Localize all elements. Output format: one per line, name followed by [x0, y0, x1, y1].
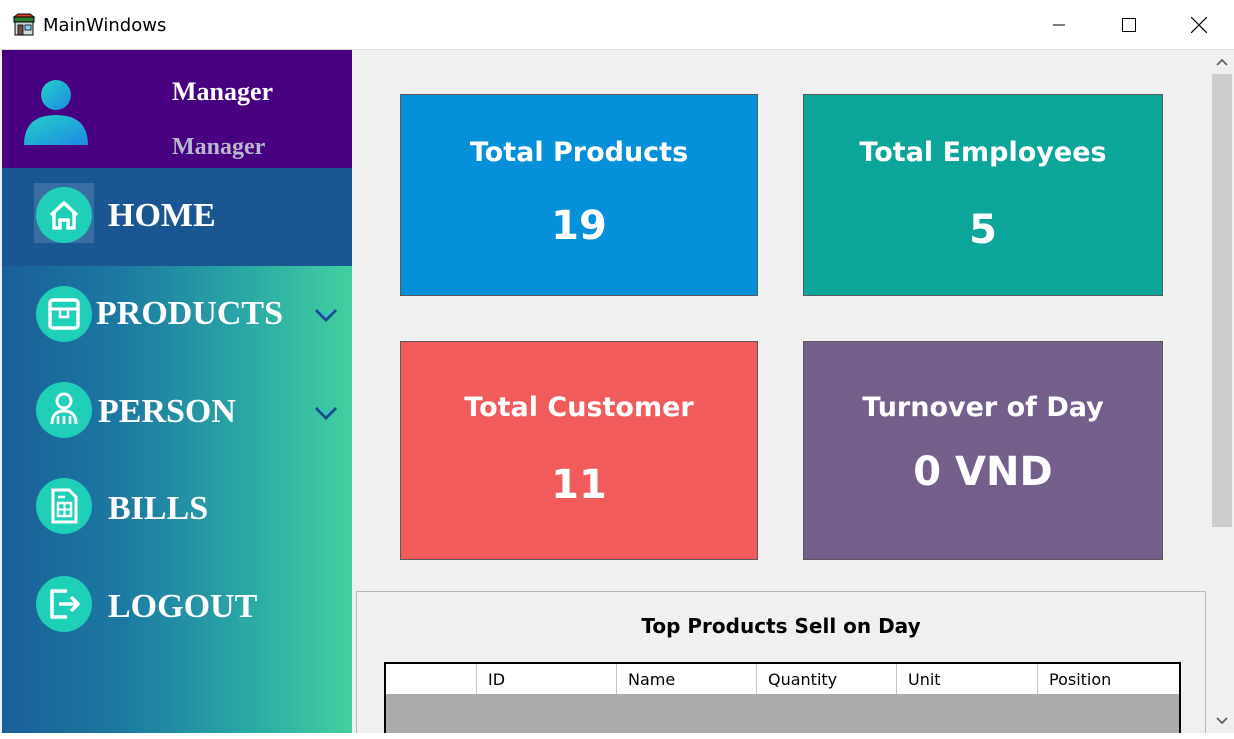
chevron-down-icon	[1216, 717, 1228, 725]
sidebar-item-person[interactable]: PERSON	[2, 363, 352, 461]
scroll-down-button[interactable]	[1210, 709, 1234, 733]
sidebar-item-products[interactable]: PRODUCTS	[2, 266, 352, 364]
user-avatar-icon	[24, 80, 88, 145]
total-products-title: Total Products	[469, 137, 689, 168]
sidebar-item-person-label: PERSON	[98, 393, 236, 430]
home-icon	[36, 187, 92, 243]
total-products-value: 19	[551, 203, 607, 249]
total-customer-card: Total Customer 11	[400, 341, 758, 560]
close-icon	[1191, 17, 1207, 33]
chevron-up-icon	[1216, 58, 1228, 66]
turnover-of-day-card: Turnover of Day 0 VND	[803, 341, 1163, 560]
dashboard-main: Total Products 19 Total Employees 5 Tota…	[352, 50, 1210, 734]
total-products-card: Total Products 19	[400, 94, 758, 296]
bill-document-icon	[36, 478, 92, 534]
chevron-down-icon[interactable]	[314, 304, 338, 328]
profile-role: Manager	[172, 134, 266, 160]
total-employees-title: Total Employees	[859, 137, 1107, 168]
chevron-down-icon[interactable]	[314, 402, 338, 426]
table-header: ID Name Quantity Unit Position	[386, 664, 1179, 694]
sidebar-item-products-label: PRODUCTS	[96, 295, 284, 332]
minimize-icon	[1053, 24, 1065, 26]
turnover-title: Turnover of Day	[862, 392, 1104, 423]
sidebar: Manager Manager HOME PRODUCTS	[2, 50, 352, 733]
total-employees-value: 5	[969, 207, 997, 253]
top-products-title: Top Products Sell on Day	[641, 614, 921, 638]
minimize-button[interactable]	[1024, 0, 1094, 50]
column-header-unit[interactable]: Unit	[896, 664, 1037, 694]
sidebar-item-bills[interactable]: BILLS	[2, 460, 352, 558]
row-header-cell	[386, 664, 476, 694]
sidebar-item-bills-label: BILLS	[108, 490, 209, 527]
maximize-icon	[1122, 18, 1136, 32]
column-header-name[interactable]: Name	[616, 664, 756, 694]
sidebar-item-logout[interactable]: LOGOUT	[2, 557, 352, 655]
box-icon	[36, 286, 92, 342]
column-header-id[interactable]: ID	[476, 664, 616, 694]
sidebar-item-logout-label: LOGOUT	[108, 588, 258, 625]
logout-icon	[36, 576, 92, 632]
window-bottom-edge	[0, 733, 1234, 739]
people-icon	[36, 382, 92, 438]
column-header-quantity[interactable]: Quantity	[756, 664, 896, 694]
total-employees-card: Total Employees 5	[803, 94, 1163, 296]
top-products-panel: Top Products Sell on Day ID Name Quantit…	[356, 591, 1206, 734]
maximize-button[interactable]	[1094, 0, 1164, 50]
turnover-value: 0 VND	[913, 449, 1053, 495]
total-customer-value: 11	[551, 462, 607, 508]
scroll-up-button[interactable]	[1210, 50, 1234, 74]
vertical-scrollbar[interactable]	[1210, 50, 1234, 733]
total-customer-title: Total Customer	[464, 392, 694, 423]
close-button[interactable]	[1164, 0, 1234, 50]
sidebar-item-home-label: HOME	[108, 197, 216, 234]
profile-name: Manager	[172, 77, 274, 106]
user-profile-panel: Manager Manager	[2, 50, 352, 168]
window-title: MainWindows	[43, 15, 167, 36]
column-header-position[interactable]: Position	[1037, 664, 1179, 694]
store-icon	[12, 13, 36, 36]
scroll-thumb[interactable]	[1212, 74, 1232, 527]
top-products-table[interactable]: ID Name Quantity Unit Position	[384, 662, 1181, 734]
title-bar: MainWindows	[0, 0, 1234, 50]
sidebar-item-home[interactable]: HOME	[2, 168, 352, 266]
